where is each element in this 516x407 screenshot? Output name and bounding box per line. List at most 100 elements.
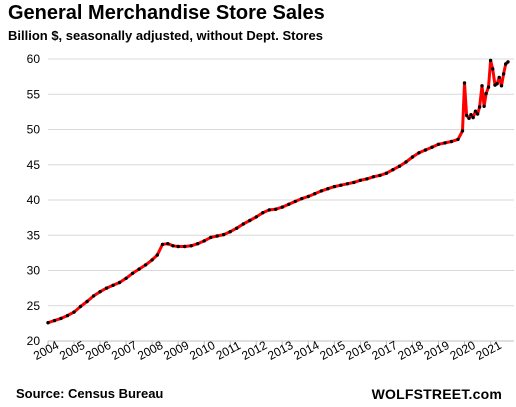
data-point: [488, 58, 493, 63]
data-point: [345, 182, 350, 186]
data-point: [215, 234, 219, 238]
data-point: [78, 304, 83, 309]
data-point: [287, 202, 291, 206]
data-point: [313, 192, 317, 196]
data-point: [98, 290, 102, 294]
data-point: [254, 215, 258, 219]
data-point: [339, 183, 343, 187]
data-point: [150, 258, 154, 262]
data-point: [456, 137, 460, 142]
data-point: [469, 113, 473, 117]
y-tick-label: 35: [27, 228, 41, 242]
data-point: [473, 109, 478, 113]
data-point: [52, 318, 57, 323]
data-point: [495, 82, 499, 86]
data-point: [417, 151, 421, 155]
data-point: [484, 91, 488, 96]
x-axis: 2004200520062007200820092010201120122013…: [31, 338, 514, 363]
data-point: [506, 60, 510, 64]
data-point: [46, 321, 50, 325]
series-group: [46, 59, 510, 325]
chart-subtitle: Billion $, seasonally adjusted, without …: [8, 28, 323, 43]
data-point: [397, 164, 402, 168]
data-point: [65, 313, 70, 318]
data-point: [189, 244, 193, 248]
data-point: [501, 72, 506, 76]
data-point: [436, 142, 441, 146]
data-point: [449, 139, 454, 144]
data-point: [209, 235, 213, 240]
y-tick-label: 40: [27, 193, 41, 207]
data-point: [280, 205, 284, 209]
data-point: [293, 199, 297, 204]
data-point: [504, 62, 508, 66]
data-point: [326, 187, 330, 191]
data-point: [467, 116, 471, 121]
data-point: [491, 67, 495, 71]
data-point: [261, 211, 265, 215]
data-point: [480, 84, 484, 88]
data-point: [482, 104, 486, 109]
data-point: [104, 286, 109, 290]
data-point: [486, 85, 491, 89]
data-point: [248, 218, 252, 223]
data-point: [267, 208, 271, 212]
data-point: [143, 263, 148, 267]
data-point: [443, 141, 447, 145]
data-point: [241, 222, 245, 226]
data-point: [117, 280, 122, 285]
data-point: [319, 189, 324, 193]
data-point: [391, 168, 395, 172]
data-point: [332, 184, 337, 189]
data-point: [137, 267, 141, 271]
data-point: [430, 145, 434, 149]
data-point: [460, 129, 465, 133]
y-tick-label: 25: [27, 299, 41, 313]
data-point: [183, 244, 187, 249]
data-point: [477, 105, 482, 109]
data-point: [371, 175, 376, 179]
data-point: [410, 155, 415, 159]
data-point: [499, 84, 504, 88]
y-tick-label: 30: [27, 264, 41, 278]
grid-lines: [48, 58, 514, 342]
data-point: [228, 230, 232, 234]
data-point: [160, 242, 165, 247]
y-tick-label: 55: [27, 87, 41, 101]
data-point: [384, 171, 389, 175]
x-tick-label: 2021: [474, 338, 504, 363]
data-point: [365, 177, 369, 181]
data-point: [475, 112, 480, 116]
data-point: [306, 194, 310, 199]
data-point: [352, 180, 356, 185]
y-axis: 20 25 30 35 40 45 50 55 60: [27, 52, 41, 348]
data-point: [300, 196, 304, 201]
y-tick-label: 20: [27, 334, 41, 348]
data-point: [404, 160, 408, 164]
series-line: [46, 59, 510, 325]
markers-group: [46, 58, 510, 325]
y-tick-label: 50: [27, 123, 41, 137]
data-point: [130, 271, 135, 275]
data-point: [423, 148, 428, 152]
data-point: [72, 310, 76, 314]
data-point: [171, 244, 175, 248]
y-tick-label: 60: [27, 52, 41, 66]
data-point: [378, 173, 382, 178]
chart-title: General Merchandise Store Sales: [8, 2, 325, 24]
source-note: Source: Census Bureau: [16, 386, 164, 401]
brand-logo-text: WOLFSTREET.com: [371, 386, 502, 402]
data-point: [235, 226, 239, 230]
data-point: [462, 81, 467, 85]
data-point: [274, 207, 278, 211]
data-point: [166, 242, 170, 246]
data-point: [222, 232, 226, 237]
data-point: [155, 253, 159, 257]
data-point: [176, 244, 180, 249]
data-point: [497, 75, 501, 80]
data-point: [59, 316, 63, 321]
data-point: [91, 294, 96, 298]
data-point: [111, 283, 115, 287]
data-point: [358, 178, 363, 182]
